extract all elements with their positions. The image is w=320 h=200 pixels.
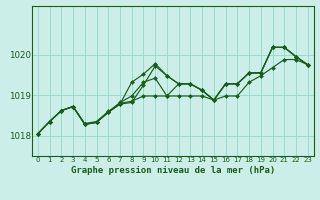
X-axis label: Graphe pression niveau de la mer (hPa): Graphe pression niveau de la mer (hPa): [71, 166, 275, 175]
